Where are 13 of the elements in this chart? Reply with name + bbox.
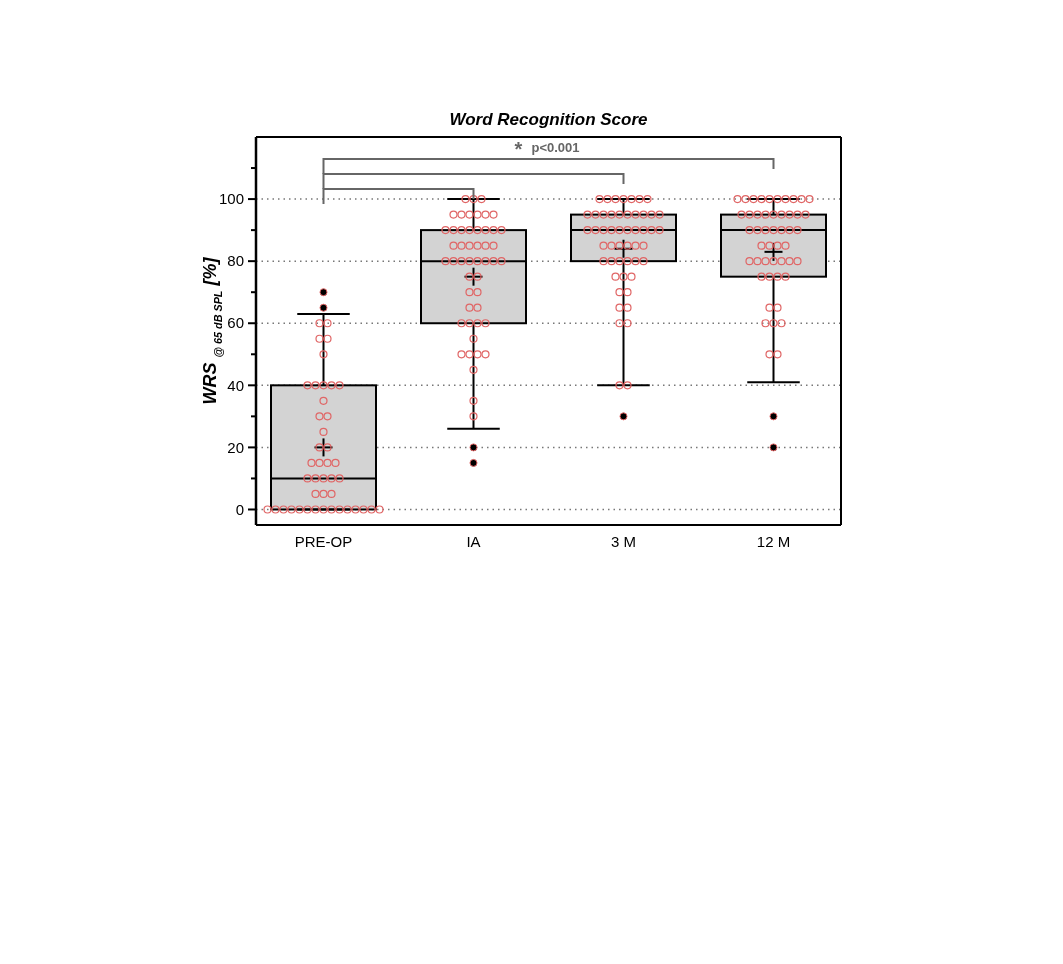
x-tick-label: IA	[466, 533, 481, 550]
y-tick-label: 80	[227, 252, 244, 270]
y-tick-label: 0	[235, 500, 244, 518]
annotation: *	[514, 138, 523, 160]
y-tick-label: 20	[227, 438, 244, 456]
y-tick-label: 60	[227, 314, 244, 332]
annotation: p<0.001	[531, 140, 580, 155]
y-tick-label: 100	[218, 190, 244, 208]
x-tick-label: PRE-OP	[294, 533, 353, 550]
x-tick-label: 12 M	[756, 533, 791, 550]
chart-title: Word Recognition Score	[449, 110, 648, 129]
x-tick-label: 3 M	[610, 533, 637, 550]
y-tick-label: 40	[227, 376, 244, 394]
